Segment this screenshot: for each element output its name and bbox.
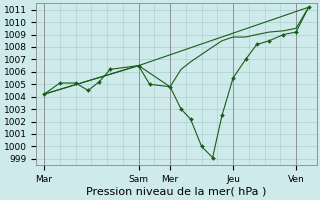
X-axis label: Pression niveau de la mer( hPa ): Pression niveau de la mer( hPa ) [86, 187, 267, 197]
